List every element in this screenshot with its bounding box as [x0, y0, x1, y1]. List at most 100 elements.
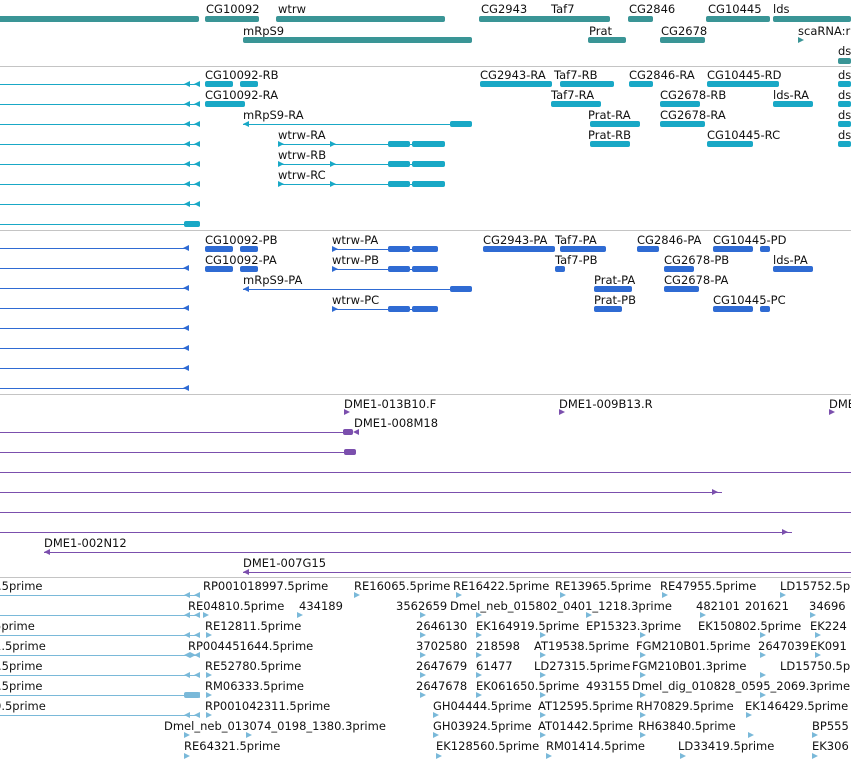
est-label[interactable]: EK061650.5prime: [476, 679, 580, 693]
protein-exon[interactable]: [560, 246, 606, 252]
est-block[interactable]: [184, 692, 200, 698]
clone-end[interactable]: [343, 429, 353, 435]
est-label[interactable]: RP004451644.5prime: [188, 639, 314, 653]
est-label[interactable]: 493155: [586, 679, 630, 693]
est-label[interactable]: EP15323.3prime: [586, 619, 682, 633]
protein-label[interactable]: wtrw-PB: [332, 253, 380, 267]
protein-label[interactable]: Taf7-PB: [555, 253, 598, 267]
clone-line[interactable]: [0, 532, 792, 533]
est-label[interactable]: 0.5prime: [0, 699, 46, 713]
est-label[interactable]: 3562659: [396, 599, 448, 613]
transcript-label[interactable]: CG2846-RA: [629, 68, 695, 82]
est-line[interactable]: [0, 615, 200, 616]
protein-exon[interactable]: [205, 246, 233, 252]
est-label[interactable]: Dmel_neb_015802_0401_1218.3prime: [450, 599, 672, 613]
est-label[interactable]: 218598: [476, 639, 520, 653]
transcript-label[interactable]: ds: [838, 108, 851, 122]
gene-label[interactable]: ds: [838, 44, 851, 58]
transcript-exon[interactable]: [412, 181, 445, 187]
protein-line[interactable]: [0, 328, 188, 329]
transcript-label[interactable]: CG10445-RD: [707, 68, 782, 82]
protein-line[interactable]: [0, 388, 188, 389]
transcript-exon[interactable]: [838, 141, 851, 147]
transcript-label[interactable]: CG10092-RA: [205, 88, 279, 102]
gene-label[interactable]: scaRNA:r: [798, 24, 851, 38]
transcript-line[interactable]: [0, 164, 200, 165]
est-label[interactable]: AT19538.5prime: [534, 639, 630, 653]
protein-line[interactable]: [0, 308, 188, 309]
protein-label[interactable]: mRpS9-PA: [243, 273, 303, 287]
gene-bar[interactable]: [0, 16, 199, 22]
protein-label[interactable]: CG2943-PA: [483, 233, 548, 247]
est-label[interactable]: 1.5prime: [0, 639, 46, 653]
protein-exon[interactable]: [412, 246, 438, 252]
clone-line[interactable]: [0, 492, 722, 493]
transcript-exon[interactable]: [205, 81, 233, 87]
est-label[interactable]: EK224: [810, 619, 847, 633]
est-label[interactable]: .5prime: [0, 659, 43, 673]
protein-label[interactable]: wtrw-PA: [332, 233, 379, 247]
est-label[interactable]: EK150802.5prime: [698, 619, 802, 633]
est-label[interactable]: LD15752.5p: [780, 579, 851, 593]
protein-label[interactable]: lds-PA: [773, 253, 808, 267]
est-label[interactable]: RE64321.5prime: [184, 739, 281, 753]
clone-line[interactable]: [0, 472, 851, 473]
est-label[interactable]: LD27315.5prime: [534, 659, 631, 673]
protein-exon[interactable]: [760, 306, 770, 312]
est-label[interactable]: RE04810.5prime: [188, 599, 285, 613]
protein-line[interactable]: [332, 309, 438, 310]
est-line[interactable]: [0, 695, 200, 696]
protein-label[interactable]: CG10092-PB: [205, 233, 278, 247]
gene-label[interactable]: lds: [773, 2, 790, 16]
clone-line[interactable]: [0, 512, 851, 513]
gene-bar[interactable]: [628, 16, 653, 22]
transcript-label[interactable]: CG2943-RA: [480, 68, 546, 82]
est-label[interactable]: Dmel_neb_013074_0198_1380.3prime: [164, 719, 386, 733]
transcript-line[interactable]: [0, 84, 200, 85]
est-label[interactable]: RE52780.5prime: [205, 659, 302, 673]
transcript-line[interactable]: [0, 144, 200, 145]
protein-label[interactable]: CG10445-PD: [713, 233, 787, 247]
est-label[interactable]: 2647678: [416, 679, 468, 693]
clone-label[interactable]: DME1-009B13.R: [559, 397, 653, 411]
est-label[interactable]: RE16422.5prime: [453, 579, 550, 593]
transcript-exon[interactable]: [629, 81, 653, 87]
transcript-exon[interactable]: [388, 181, 410, 187]
protein-exon[interactable]: [240, 266, 258, 272]
protein-exon[interactable]: [555, 266, 565, 272]
gene-bar[interactable]: [550, 16, 610, 22]
protein-line[interactable]: [0, 288, 188, 289]
protein-exon[interactable]: [240, 246, 258, 252]
transcript-label[interactable]: Prat-RA: [588, 108, 631, 122]
protein-exon[interactable]: [713, 246, 753, 252]
transcript-label[interactable]: CG2678-RB: [660, 88, 727, 102]
gene-label[interactable]: CG2943: [481, 2, 528, 16]
est-label[interactable]: 2647039: [758, 639, 810, 653]
est-label[interactable]: RE13965.5prime: [555, 579, 652, 593]
transcript-label[interactable]: CG10092-RB: [205, 68, 279, 82]
transcript-exon[interactable]: [838, 121, 851, 127]
transcript-label[interactable]: Taf7-RB: [554, 68, 598, 82]
protein-exon[interactable]: [205, 266, 233, 272]
gene-bar[interactable]: [205, 16, 259, 22]
est-label[interactable]: RM06333.5prime: [205, 679, 304, 693]
est-label[interactable]: 434189: [299, 599, 343, 613]
est-label[interactable]: 5prime: [0, 619, 35, 633]
clone-end[interactable]: [344, 449, 356, 455]
protein-exon[interactable]: [594, 286, 632, 292]
protein-line[interactable]: [0, 248, 188, 249]
transcript-label[interactable]: ds: [838, 68, 851, 82]
transcript-label[interactable]: mRpS9-RA: [243, 108, 304, 122]
protein-line[interactable]: [0, 348, 188, 349]
protein-label[interactable]: CG10445-PC: [713, 293, 786, 307]
transcript-line[interactable]: [278, 184, 445, 185]
protein-line[interactable]: [332, 249, 438, 250]
clone-label[interactable]: DME: [829, 397, 851, 411]
transcript-exon[interactable]: [205, 101, 245, 107]
transcript-exon[interactable]: [412, 161, 445, 167]
transcript-line[interactable]: [278, 164, 445, 165]
clone-label[interactable]: DME1-002N12: [44, 536, 127, 550]
est-label[interactable]: EK128560.5prime: [436, 739, 540, 753]
transcript-exon[interactable]: [412, 141, 445, 147]
protein-exon[interactable]: [664, 266, 694, 272]
